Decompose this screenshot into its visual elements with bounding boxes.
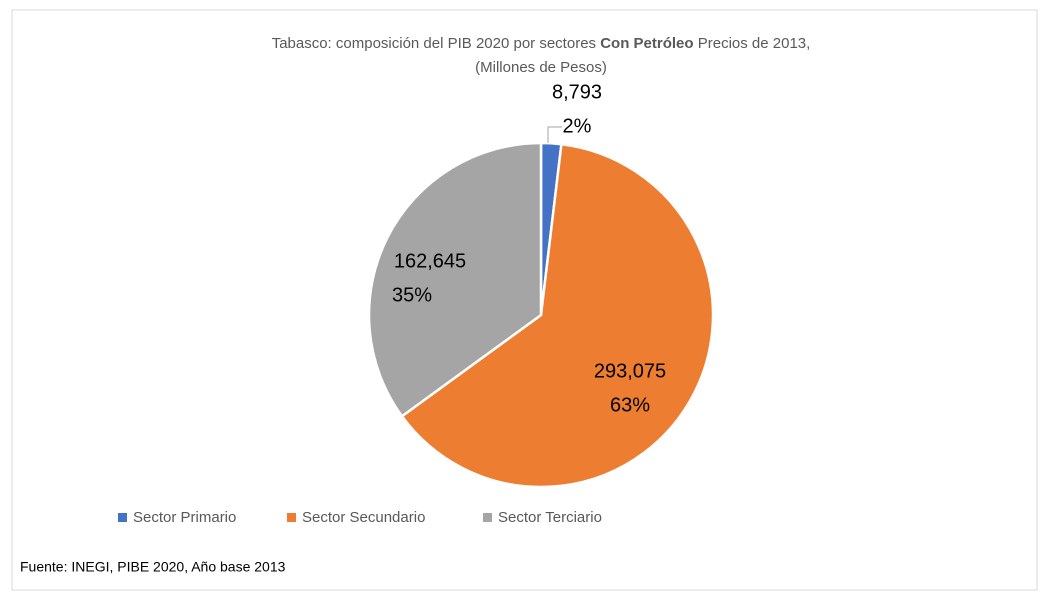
legend-label: Sector Secundario bbox=[302, 509, 425, 526]
pie-slice bbox=[400, 142, 715, 489]
percent-label: 2% bbox=[563, 115, 592, 137]
legend-swatch bbox=[287, 513, 296, 522]
pie-slice bbox=[367, 141, 543, 418]
source-note: Fuente: INEGI, PIBE 2020, Año base 2013 bbox=[20, 559, 286, 575]
legend-label: Sector Primario bbox=[133, 509, 236, 526]
legend-swatch bbox=[483, 513, 492, 522]
legend-label: Sector Terciario bbox=[498, 509, 602, 526]
percent-label: 35% bbox=[392, 284, 432, 306]
data-label: 8,793 bbox=[552, 81, 602, 103]
data-label: 293,075 bbox=[594, 360, 666, 382]
chart-title: Tabasco: composición del PIB 2020 por se… bbox=[272, 35, 811, 52]
leader-line bbox=[547, 126, 562, 143]
legend-swatch bbox=[118, 513, 127, 522]
data-label: 162,645 bbox=[394, 250, 466, 272]
percent-label: 63% bbox=[610, 394, 650, 416]
chart-subtitle: (Millones de Pesos) bbox=[475, 59, 607, 76]
title-bold: Con Petróleo bbox=[600, 35, 693, 52]
title-part: Precios de 2013, bbox=[698, 35, 811, 52]
title-part: Tabasco: composición del PIB 2020 por se… bbox=[272, 35, 596, 52]
